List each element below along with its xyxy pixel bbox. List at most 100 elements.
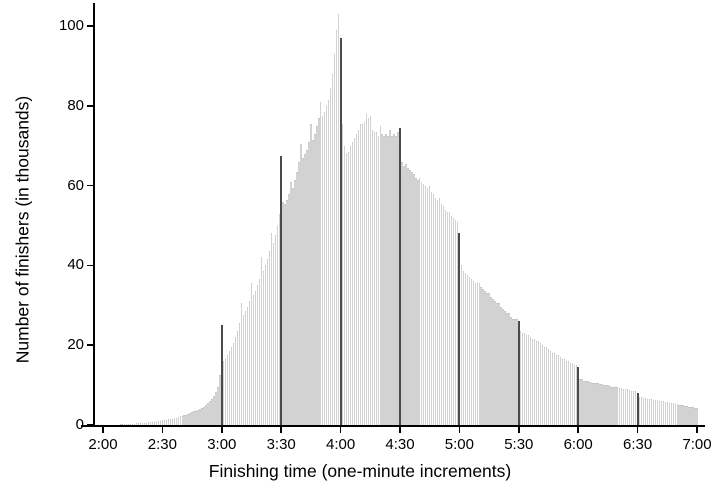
histogram-bar — [474, 283, 476, 425]
x-axis-tick-label: 6:30 — [622, 436, 653, 453]
x-axis-tick-label: 2:00 — [88, 436, 118, 453]
histogram-bar — [607, 385, 609, 425]
histogram-bar — [442, 205, 445, 425]
histogram-bar — [258, 279, 261, 425]
histogram-bar — [120, 424, 122, 425]
histogram-bar — [355, 133, 358, 425]
histogram-bar — [232, 343, 235, 425]
x-axis-tick — [221, 426, 223, 433]
histogram-bar — [500, 307, 502, 425]
histogram-bar — [298, 161, 300, 425]
histogram-bar — [569, 363, 571, 425]
x-axis-tick — [696, 426, 698, 433]
histogram-bar — [512, 319, 514, 425]
x-axis-tick — [161, 426, 164, 433]
histogram-bar — [692, 407, 694, 425]
histogram-bar — [324, 111, 326, 425]
histogram-bar — [528, 335, 530, 425]
histogram-bar — [456, 221, 459, 425]
histogram-bar — [349, 145, 352, 425]
histogram-bar — [389, 129, 391, 425]
histogram-bar — [268, 251, 270, 425]
round-time-threshold-bar — [577, 367, 580, 425]
round-time-threshold-bar — [220, 325, 223, 425]
x-axis-tick — [577, 426, 579, 433]
histogram-bar — [666, 401, 668, 425]
histogram-bar — [189, 413, 191, 425]
x-axis-tick-label: 7:00 — [682, 436, 712, 453]
y-axis-tick-label: 80 — [67, 96, 84, 114]
histogram-bar — [619, 388, 621, 425]
histogram-bar — [286, 199, 288, 425]
histogram-bar — [171, 418, 173, 425]
histogram-bar — [128, 423, 130, 425]
histogram-bar — [464, 273, 467, 425]
histogram-bar — [539, 343, 542, 425]
histogram-bar — [454, 219, 457, 425]
y-axis-title: Number of finishers (in thousands) — [12, 95, 33, 364]
histogram-bar — [581, 379, 583, 425]
histogram-bar — [306, 149, 308, 425]
histogram-bar — [320, 101, 322, 425]
histogram-bar — [535, 341, 538, 425]
histogram-bar — [446, 211, 449, 425]
histogram-bar — [203, 406, 205, 425]
y-axis-tick — [87, 105, 94, 107]
histogram-bar — [694, 407, 696, 425]
histogram-bar — [353, 137, 356, 425]
histogram-bar — [526, 335, 528, 425]
histogram-bar — [229, 351, 231, 425]
histogram-bar — [197, 409, 199, 425]
histogram-bar — [632, 391, 635, 425]
histogram-bar — [282, 201, 284, 425]
histogram-bar — [472, 281, 474, 425]
histogram-bar — [640, 397, 643, 425]
histogram-bar — [529, 337, 532, 425]
histogram-bar — [506, 313, 508, 425]
histogram-bar — [555, 355, 558, 425]
histogram-bar — [621, 388, 623, 425]
histogram-bar — [644, 397, 647, 425]
histogram-bar — [634, 391, 637, 425]
histogram-bar — [684, 405, 686, 425]
histogram-bar — [179, 416, 181, 425]
histogram-bar — [141, 423, 144, 425]
histogram-bar — [322, 115, 324, 425]
histogram-bar — [646, 398, 649, 425]
histogram-bar — [466, 275, 468, 425]
histogram-bar — [351, 141, 354, 425]
histogram-bar — [240, 303, 243, 425]
histogram-bar — [225, 359, 227, 425]
histogram-bar — [371, 129, 373, 425]
histogram-bar — [688, 406, 690, 425]
histogram-bar — [662, 401, 665, 425]
histogram-bar — [676, 404, 678, 425]
histogram-bar — [373, 131, 375, 425]
histogram-bar — [654, 400, 657, 425]
x-axis-tick-label: 5:30 — [504, 436, 534, 453]
histogram-bar — [575, 365, 577, 425]
histogram-bar — [613, 387, 615, 425]
histogram-bar — [132, 423, 134, 425]
histogram-bar — [175, 417, 177, 425]
histogram-bar — [191, 412, 193, 425]
round-time-threshold-bar — [280, 155, 283, 425]
histogram-bar — [264, 265, 267, 425]
histogram-bar — [650, 399, 653, 425]
histogram-bar — [211, 399, 213, 425]
histogram-bar — [411, 171, 413, 425]
histogram-bar — [330, 87, 332, 425]
histogram-bar — [508, 313, 510, 425]
histogram-bar — [516, 319, 518, 425]
histogram-bar — [381, 133, 383, 425]
histogram-bar — [139, 423, 142, 425]
histogram-bar — [522, 333, 524, 425]
histogram-bar — [234, 337, 237, 425]
histogram-bar — [557, 355, 560, 425]
histogram-bar — [413, 173, 415, 425]
histogram-bar — [498, 303, 500, 425]
histogram-bar — [678, 404, 680, 425]
histogram-bar — [504, 311, 506, 425]
histogram-bar — [623, 389, 625, 425]
histogram-bar — [611, 386, 613, 425]
